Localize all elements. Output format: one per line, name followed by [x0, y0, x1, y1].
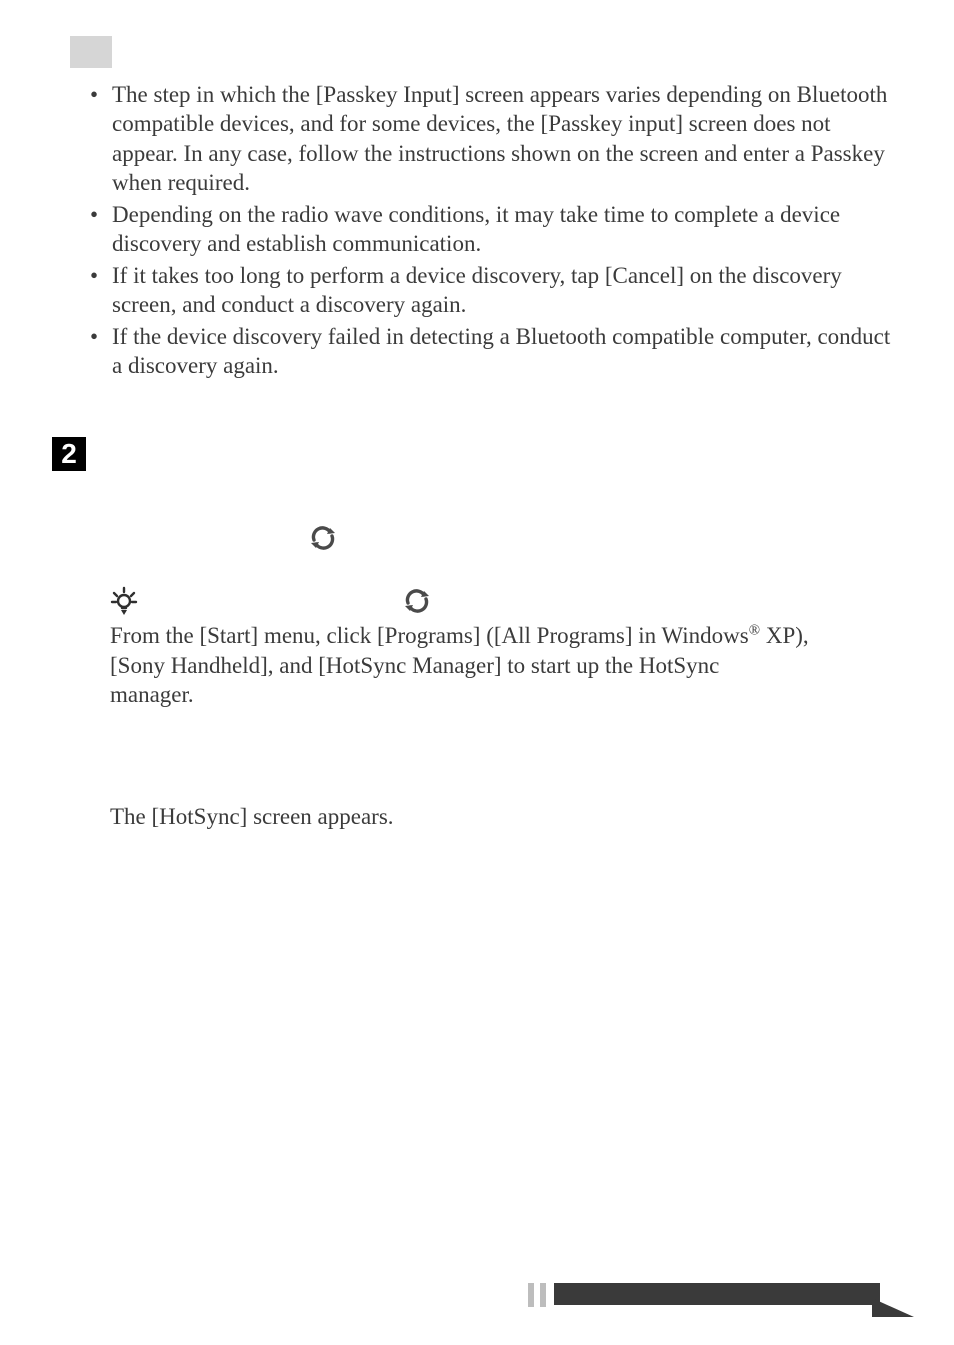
note-item: If the device discovery failed in detect…	[90, 322, 894, 381]
note-text: If it takes too long to perform a device…	[112, 263, 842, 317]
section-tab	[70, 36, 112, 68]
page-footer-graphic	[494, 1281, 914, 1317]
registered-mark: ®	[749, 623, 760, 639]
continue-arrow-icon	[874, 1299, 914, 1317]
notes-list: The step in which the [Passkey Input] sc…	[50, 80, 894, 380]
hotsync-icon-row	[110, 525, 894, 557]
manual-page: The step in which the [Passkey Input] sc…	[0, 0, 954, 1345]
tip-body: From the [Start] menu, click [Programs] …	[110, 621, 894, 709]
step-number-value: 2	[61, 438, 77, 469]
step-heading	[50, 471, 894, 503]
hotsync-icon	[308, 524, 338, 559]
note-text: Depending on the radio wave conditions, …	[112, 202, 840, 256]
note-item: The step in which the [Passkey Input] sc…	[90, 80, 894, 198]
footer-bar	[554, 1283, 874, 1305]
tip-line: manager.	[110, 682, 194, 707]
hotsync-icon	[402, 587, 432, 622]
tip-line-tail: XP),	[760, 623, 809, 648]
result-text: The [HotSync] screen appears.	[110, 804, 394, 829]
note-text: The step in which the [Passkey Input] sc…	[112, 82, 887, 195]
tip-heading-row	[110, 589, 894, 619]
note-text: If the device discovery failed in detect…	[112, 324, 890, 378]
step-result: The [HotSync] screen appears.	[110, 804, 894, 830]
note-item: Depending on the radio wave conditions, …	[90, 200, 894, 259]
tip-line: From the [Start] menu, click [Programs] …	[110, 623, 749, 648]
tip-line: [Sony Handheld], and [HotSync Manager] t…	[110, 653, 719, 678]
footer-ticks	[528, 1283, 546, 1307]
note-item: If it takes too long to perform a device…	[90, 261, 894, 320]
lightbulb-icon	[110, 586, 138, 623]
step-number-badge: 2	[52, 437, 86, 471]
